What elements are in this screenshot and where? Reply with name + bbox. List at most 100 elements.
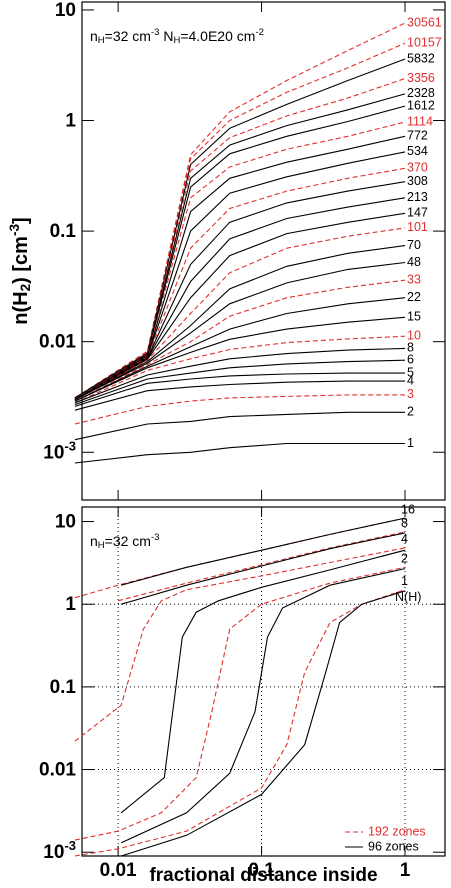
rich-text: nH=32 cm-3 <box>90 532 159 551</box>
curve <box>74 151 406 400</box>
curve <box>74 442 405 464</box>
curve-label: 6 <box>407 352 414 366</box>
curve <box>74 394 405 425</box>
curve <box>74 261 406 400</box>
curve-label: 772 <box>407 129 428 143</box>
y-tick-label: 10-3 <box>43 838 76 863</box>
tick-base: 10 <box>43 842 64 863</box>
curve <box>74 335 406 404</box>
y-tick-label: 10-3 <box>43 438 76 463</box>
rich-text: nH=32 cm-3 NH=4.0E20 cm-2 <box>90 27 264 46</box>
text-part: H <box>98 540 105 551</box>
curve-label: 2328 <box>407 86 435 100</box>
y-tick-label: 0.01 <box>39 332 76 353</box>
curve <box>121 590 406 857</box>
x-axis-label: fractional distance inside <box>149 865 377 886</box>
curve-label: 8 <box>401 516 408 530</box>
curve-label: 5832 <box>407 51 435 65</box>
text-part: n <box>90 533 98 549</box>
text-part: -2 <box>255 27 263 38</box>
curve <box>74 316 406 402</box>
curve-label-title: N(H) <box>395 590 421 604</box>
curve-label: 8 <box>407 341 414 355</box>
curve-label: 534 <box>407 144 428 158</box>
tick-exp: -3 <box>64 838 76 853</box>
y-tick-label: 1 <box>65 111 76 132</box>
curve-label: 4 <box>407 373 414 387</box>
text-part: -3 <box>151 27 159 38</box>
curve <box>74 22 406 399</box>
curve-label: 147 <box>407 206 428 220</box>
curve-label: 1612 <box>407 98 435 112</box>
text-part: =4.0E20 cm <box>180 28 255 44</box>
curve-label: 2 <box>401 552 408 566</box>
curve-label: 1114 <box>407 114 433 128</box>
curve <box>74 58 406 399</box>
curve-label: 370 <box>407 161 428 175</box>
curve <box>74 245 406 400</box>
curve <box>74 589 406 857</box>
curve-label: 10 <box>407 329 421 343</box>
curve <box>74 77 406 400</box>
curve <box>74 359 406 406</box>
text-part: ] <box>10 217 32 224</box>
curve <box>120 568 406 844</box>
curve <box>74 212 406 400</box>
curve <box>121 532 406 605</box>
x-tick-label: 0.1 <box>248 860 275 881</box>
x-tick-label: 0.01 <box>100 860 137 881</box>
y-tick-label: 0.1 <box>50 221 77 242</box>
x-tick-label: 1 <box>400 860 411 881</box>
curve <box>74 93 406 400</box>
text-part: -3 <box>151 532 159 543</box>
curve-label: 3356 <box>407 71 435 85</box>
curve-label: 2 <box>407 405 414 419</box>
text-part: H <box>98 35 105 46</box>
curve-label: 70 <box>407 238 421 252</box>
curve-label: 15 <box>407 310 421 324</box>
curve-label: 1 <box>401 574 408 588</box>
text-part: n <box>90 28 98 44</box>
text-part: =32 cm <box>105 28 151 44</box>
curve <box>120 549 406 814</box>
curve-label: 3 <box>407 387 414 401</box>
curve-label: 308 <box>407 174 428 188</box>
curve-label: 16 <box>401 502 415 516</box>
curve <box>74 372 405 407</box>
y-tick-label: 10 <box>55 0 76 21</box>
curve <box>74 566 406 841</box>
curve <box>117 531 406 602</box>
text-part: H <box>173 35 180 46</box>
curve-label: 22 <box>407 290 421 304</box>
curve-label: 48 <box>407 255 421 269</box>
y-tick-label: 1 <box>65 594 76 615</box>
plot-frame <box>81 506 446 857</box>
y-tick-label: 10 <box>55 512 76 533</box>
curve-label: 30561 <box>407 15 442 29</box>
y-tick-label: 0.01 <box>39 760 76 781</box>
curve-label: 33 <box>407 272 421 286</box>
curve <box>74 167 406 400</box>
text-part: 2 <box>18 283 33 291</box>
curve <box>74 279 406 402</box>
curve-label: 10157 <box>407 36 442 50</box>
text-part: =32 cm <box>105 533 151 549</box>
text-part: N <box>159 28 173 44</box>
plot-frame <box>81 1 446 501</box>
text-part: ) [cm <box>10 236 32 284</box>
curve <box>121 517 406 586</box>
curve-label: 1 <box>407 436 414 450</box>
curve <box>74 380 405 411</box>
curve-label: 101 <box>407 220 428 234</box>
legend-label: 96 zones <box>368 839 419 853</box>
curve <box>74 135 406 400</box>
text-part: n(H <box>10 291 32 324</box>
curve <box>74 411 405 441</box>
curve <box>74 227 406 400</box>
curve-label: 213 <box>407 190 428 204</box>
curve-label: 4 <box>401 532 408 546</box>
curve <box>74 547 406 742</box>
tick-base: 10 <box>43 442 64 463</box>
tick-exp: -3 <box>64 438 76 453</box>
